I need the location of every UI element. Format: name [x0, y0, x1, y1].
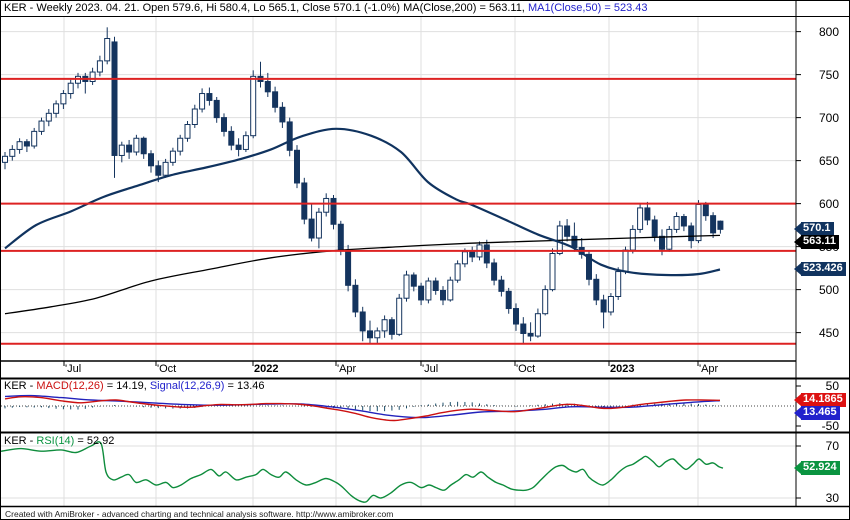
date-axis-label: 'Jul [422, 363, 439, 375]
value-callout: 13.465 [794, 406, 840, 421]
macd-title-signal: Signal(12,26,9) [149, 380, 225, 392]
date-axis-label: 'Oct [516, 363, 536, 375]
rsi-title-value: = 52.92 [74, 435, 115, 447]
price-axis-label: 750 [818, 67, 839, 82]
macd-title-macd: MACD(12,26) [36, 380, 104, 392]
rsi-panel-title: KER - RSI(14) = 52.92 [4, 435, 114, 447]
rsi-axis-label: 30 [825, 491, 839, 505]
value-callout: 14.1865 [794, 393, 846, 408]
value-callout: 523.426 [794, 262, 846, 277]
amibroker-credit-text: Created with AmiBroker - advanced charti… [5, 509, 394, 519]
date-axis-label: 'Oct [157, 363, 177, 375]
axis-ticks [63, 31, 801, 499]
resistance-support-lines [1, 77, 796, 345]
rsi-axis-label: 70 [825, 439, 839, 453]
price-axis-label: 800 [818, 24, 839, 39]
macd-axis-label: -50 [821, 419, 839, 433]
macd-title-symbol: KER - [4, 380, 37, 392]
macd-line [4, 396, 721, 422]
value-callout: 570.1 [794, 222, 834, 237]
price-axis-label: 600 [818, 196, 839, 211]
date-axis-label: 2022 [254, 363, 279, 375]
price-title-ma50: MA1(Close,50) = 523.43 [527, 2, 648, 14]
price-axis-label: 500 [818, 282, 839, 297]
rsi-line [1, 441, 724, 503]
value-callout: 52.924 [794, 461, 840, 476]
price-title-main: KER - Weekly 2023. 04. 21. Open 579.6, H… [4, 2, 528, 14]
price-axis-label: 450 [818, 325, 839, 340]
price-panel-title: KER - Weekly 2023. 04. 21. Open 579.6, H… [4, 2, 647, 14]
macd-axis-label: 50 [825, 379, 839, 393]
macd-title-value: = 14.19, [103, 380, 150, 392]
panel-borders [1, 1, 849, 508]
signal-line [4, 394, 721, 419]
macd-title-signal-value: = 13.46 [224, 380, 265, 392]
date-axis-label: 2023 [610, 363, 635, 375]
rsi-title-rsi: RSI(14) [36, 435, 75, 447]
value-callout: 563.11 [794, 235, 840, 250]
macd-panel-title: KER - MACD(12,26) = 14.19, Signal(12,26,… [4, 380, 265, 392]
date-axis-label: 'Jul [65, 363, 82, 375]
ma50-line [4, 127, 721, 277]
price-axis-label: 700 [818, 110, 839, 125]
date-axis-label: 'Apr [337, 363, 357, 375]
price-axis-label: 650 [818, 153, 839, 168]
date-axis-label: 'Apr [699, 363, 719, 375]
rsi-title-symbol: KER - [4, 435, 37, 447]
